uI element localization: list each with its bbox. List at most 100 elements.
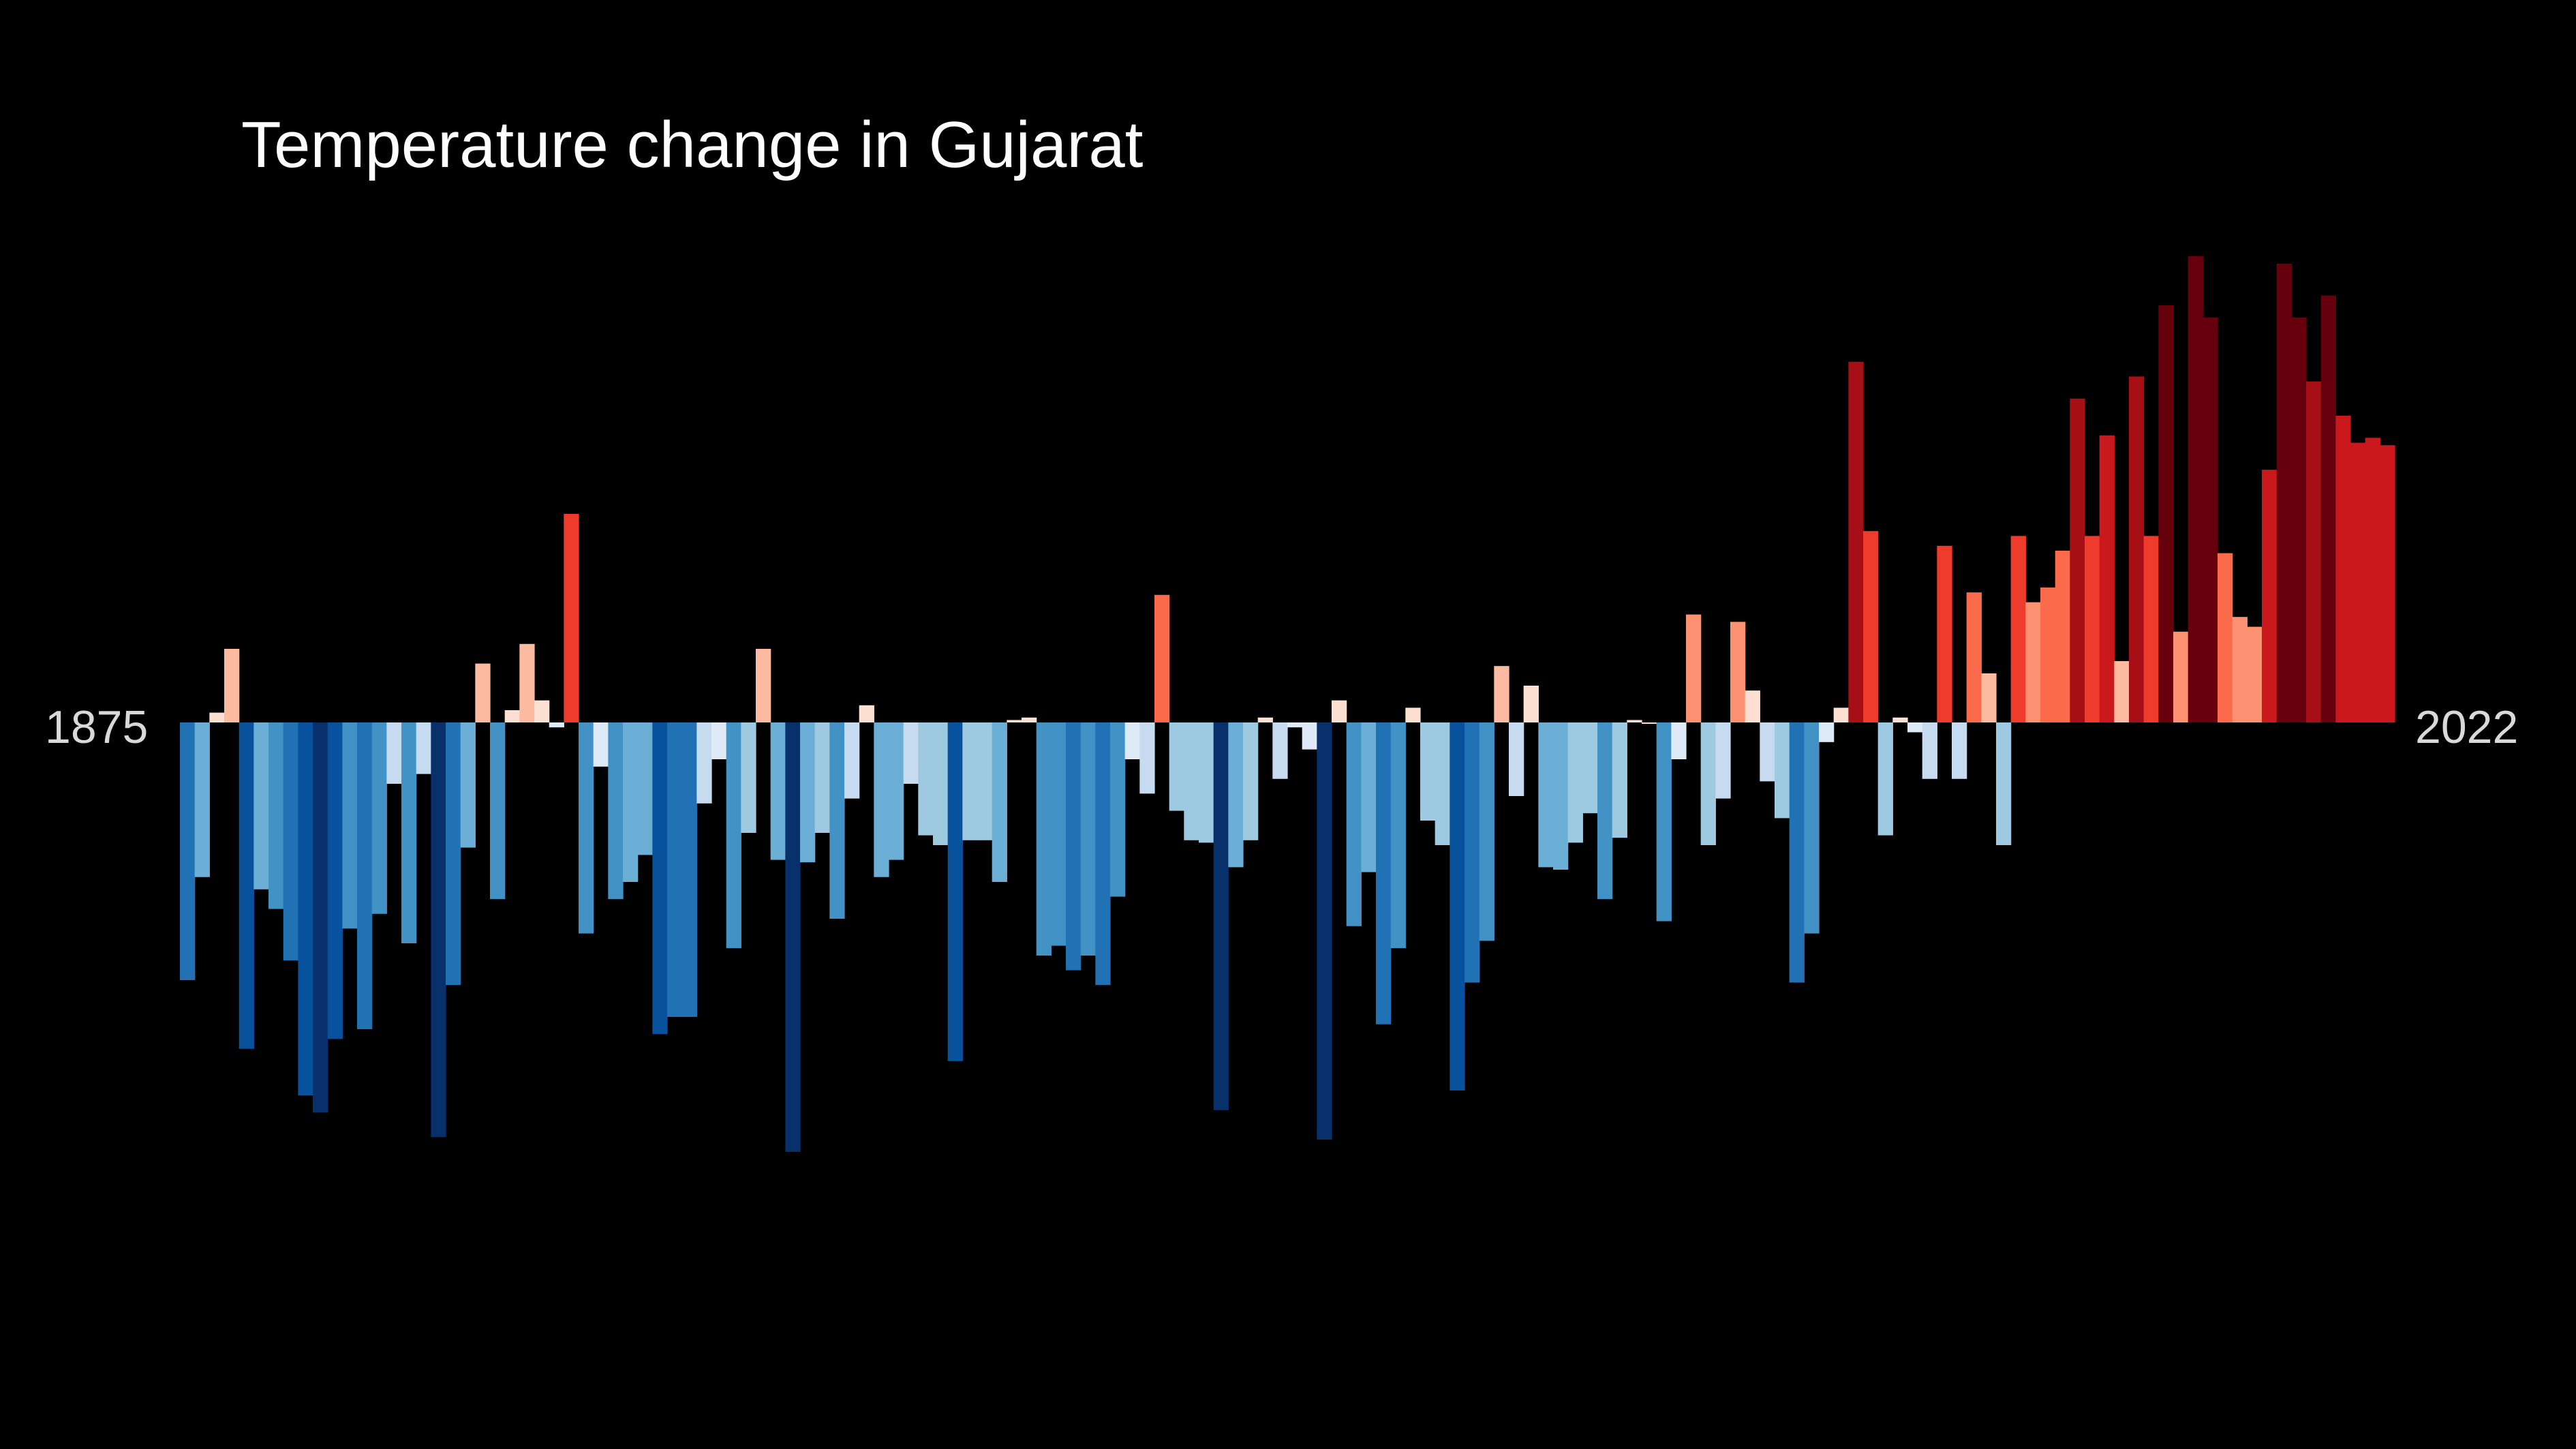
- bar-1947: [1243, 722, 1259, 840]
- bar-1999: [2010, 536, 2026, 722]
- bar-1922: [874, 722, 889, 877]
- bar-1976: [1671, 722, 1687, 759]
- bar-1988: [1848, 361, 1864, 722]
- bar-1885: [327, 722, 343, 1039]
- bar-1903: [593, 722, 609, 767]
- bar-1915: [770, 722, 786, 860]
- bar-1920: [844, 722, 860, 799]
- bar-1994: [1937, 545, 1952, 722]
- bar-1884: [313, 722, 328, 1113]
- bar-1975: [1656, 722, 1672, 921]
- bar-2001: [2040, 588, 2056, 722]
- bar-1980: [1730, 622, 1746, 722]
- bar-2014: [2232, 617, 2248, 722]
- bar-1879: [239, 722, 254, 1049]
- bar-1968: [1553, 722, 1569, 870]
- bar-1978: [1700, 722, 1716, 845]
- bar-1955: [1361, 722, 1377, 872]
- bar-2018: [2291, 318, 2307, 722]
- bar-1918: [814, 722, 830, 833]
- bar-1982: [1760, 722, 1775, 782]
- bar-1970: [1582, 722, 1598, 814]
- bar-2021: [2335, 416, 2351, 722]
- bar-2003: [2070, 398, 2085, 722]
- bar-1886: [342, 722, 358, 929]
- bar-1936: [1080, 722, 1096, 956]
- bar-2022: [2350, 442, 2366, 722]
- bar-1964: [1494, 666, 1509, 722]
- bar-1953: [1332, 700, 1347, 722]
- bar-1926: [933, 722, 949, 845]
- bar-1910: [696, 722, 712, 804]
- bar-1923: [889, 722, 904, 860]
- bar-1911: [711, 722, 727, 759]
- bar-1981: [1745, 690, 1760, 722]
- bar-1967: [1538, 722, 1554, 868]
- end-year-label: 2022: [2415, 701, 2519, 753]
- bar-1919: [829, 722, 845, 919]
- bar-1880: [254, 722, 269, 889]
- bar-1986: [1819, 722, 1835, 742]
- bar-1931: [1007, 720, 1022, 722]
- bar-1876: [194, 722, 210, 877]
- bar-1937: [1095, 722, 1111, 986]
- bar-1927: [947, 722, 963, 1061]
- bar-2004: [2085, 536, 2100, 722]
- bar-1906: [637, 722, 653, 855]
- bar-1962: [1465, 722, 1480, 983]
- bar-1881: [269, 722, 284, 909]
- bar-1952: [1317, 722, 1332, 1140]
- bar-1993: [1922, 722, 1937, 779]
- bar-1899: [534, 700, 550, 722]
- bar-1928: [962, 722, 978, 840]
- bar-1912: [726, 722, 741, 949]
- bar-1997: [1981, 673, 1997, 722]
- bar-1878: [224, 649, 240, 722]
- bar-1933: [1036, 722, 1052, 956]
- bar-2007: [2129, 376, 2145, 722]
- bar-1961: [1450, 722, 1465, 1090]
- bar-2020: [2320, 295, 2336, 723]
- chart-title: Temperature change in Gujarat: [241, 108, 1144, 181]
- bar-1904: [608, 722, 624, 900]
- bar-1972: [1612, 722, 1627, 838]
- bar-1909: [681, 722, 697, 1017]
- bar-1898: [519, 643, 535, 722]
- bar-2008: [2143, 536, 2159, 722]
- bar-1960: [1435, 722, 1450, 845]
- bar-2009: [2158, 305, 2174, 722]
- bar-1946: [1228, 722, 1244, 868]
- bar-1940: [1139, 722, 1155, 794]
- bar-2006: [2114, 661, 2130, 722]
- bar-1939: [1124, 722, 1140, 759]
- bar-1924: [903, 722, 919, 784]
- bar-2019: [2306, 381, 2322, 722]
- bar-1965: [1509, 722, 1524, 796]
- bar-2000: [2025, 602, 2041, 722]
- bar-1941: [1154, 594, 1170, 722]
- bar-1921: [859, 705, 874, 722]
- bar-1895: [475, 663, 491, 722]
- bar-2023: [2365, 438, 2380, 722]
- bar-2017: [2276, 263, 2292, 722]
- bar-1913: [741, 722, 756, 833]
- bar-1916: [785, 722, 801, 1152]
- bar-1969: [1567, 722, 1583, 843]
- bar-1958: [1405, 707, 1421, 722]
- bar-1945: [1213, 722, 1229, 1110]
- bar-1944: [1199, 722, 1214, 843]
- bar-1959: [1420, 722, 1436, 821]
- bar-1996: [1966, 592, 1982, 722]
- bar-2005: [2099, 435, 2115, 722]
- bar-1932: [1022, 717, 1037, 722]
- bar-2010: [2173, 631, 2189, 722]
- bar-1987: [1833, 707, 1849, 722]
- bar-1908: [667, 722, 683, 1017]
- bar-1914: [756, 649, 771, 722]
- bar-1949: [1272, 722, 1288, 779]
- bar-1891: [416, 722, 431, 774]
- bar-1963: [1479, 722, 1494, 941]
- bar-2024: [2380, 445, 2395, 722]
- bar-1985: [1804, 722, 1820, 934]
- bar-2012: [2203, 318, 2218, 722]
